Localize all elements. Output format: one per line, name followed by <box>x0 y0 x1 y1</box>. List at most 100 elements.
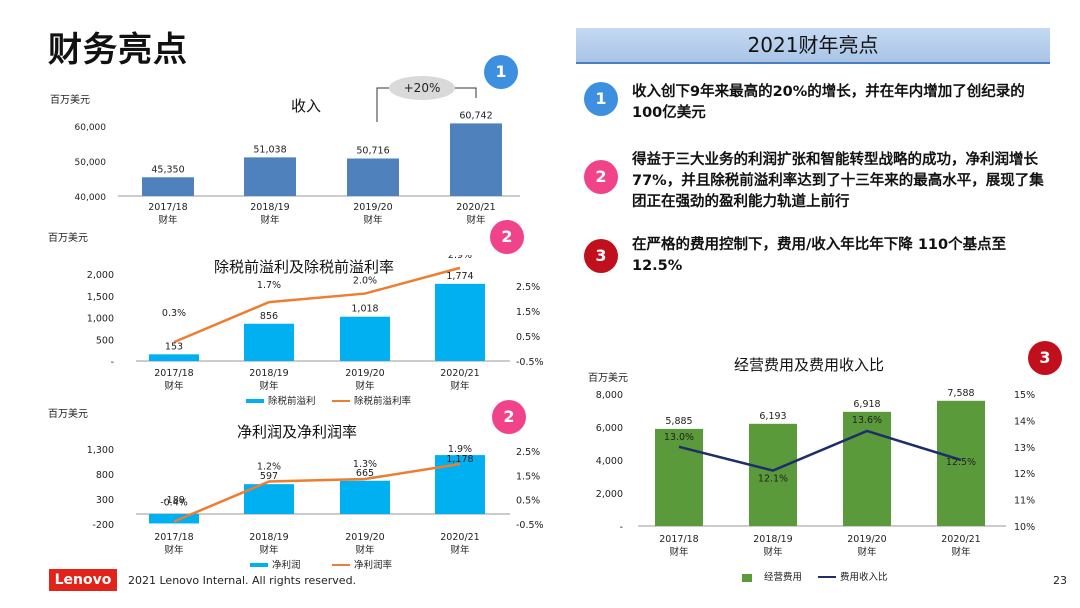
pbt-y2-tick: 0.5% <box>516 332 540 343</box>
pbt-badge: 2 <box>490 220 524 254</box>
opex-line-label: 13.6% <box>852 415 882 426</box>
growth-bracket-right <box>454 87 477 98</box>
pbt-bar-label: 1,774 <box>446 271 473 282</box>
pbt-x-tick: 2020/21 <box>440 368 479 379</box>
opex-badge: 3 <box>1028 341 1062 375</box>
np-badge: 2 <box>492 400 526 434</box>
np-x-tick-sub: 财年 <box>164 544 184 556</box>
np-x-tick-sub: 财年 <box>259 544 279 556</box>
np-y2-tick: 0.5% <box>516 496 540 507</box>
pbt-y-tick: 2,000 <box>87 270 114 281</box>
growth-annotation-text: +20% <box>404 81 441 95</box>
pbt-y-tick: 1,500 <box>87 292 114 303</box>
pbt-bar-label: 1,018 <box>351 304 378 315</box>
np-legend-line-label: 净利润率 <box>354 559 393 571</box>
highlight-item-3: 3 在严格的费用控制下，费用/收入年比年下降 110个基点至12.5% <box>584 235 1044 283</box>
np-y2-tick: 2.5% <box>516 447 540 458</box>
opex-y2-tick: 13% <box>1014 443 1035 454</box>
pbt-line-label: 2.0% <box>353 276 377 287</box>
pbt-line-label: 0.3% <box>162 308 186 319</box>
pbt-chart-title: 除税前溢利及除税前溢利率 <box>214 258 395 276</box>
opex-x-tick-sub: 财年 <box>763 546 783 558</box>
pbt-bar <box>149 354 199 361</box>
revenue-x-tick-sub: 财年 <box>466 214 486 226</box>
highlight-text-2: 得益于三大业务的利润扩张和智能转型战略的成功，净利润增长77%，并且除税前溢利率… <box>632 152 1044 210</box>
pbt-unit-label: 百万美元 <box>48 233 88 244</box>
pbt-bar <box>340 316 390 361</box>
revenue-chart-title: 收入 <box>291 97 322 115</box>
growth-callout <box>389 76 455 100</box>
opex-unit-label: 百万美元 <box>588 373 628 384</box>
revenue-bar <box>142 177 194 196</box>
revenue-bar <box>347 158 399 196</box>
revenue-value-label: 51,038 <box>253 144 286 155</box>
pbt-bar <box>435 283 485 361</box>
revenue-y-tick: 60,000 <box>75 123 107 133</box>
np-y2-tick: -0.5% <box>516 520 544 531</box>
opex-bar-label: 5,885 <box>665 416 692 427</box>
revenue-x-tick: 2018/19 <box>250 202 289 213</box>
np-bar <box>149 514 199 524</box>
pbt-y-tick: - <box>111 357 114 368</box>
pbt-x-tick-sub: 财年 <box>259 380 279 392</box>
opex-y-tick: 6,000 <box>596 423 623 434</box>
opex-bar <box>749 423 797 526</box>
opex-line <box>678 429 962 472</box>
revenue-value-label: 45,350 <box>151 164 184 175</box>
np-bar-label: 597 <box>260 471 278 482</box>
highlight-number-2: 2 <box>584 160 618 194</box>
pbt-line <box>173 266 461 344</box>
pbt-chart: 2,000 1,500 1,000 500 - 2.5% 1.5% 0.5% -0.5% 153 8… <box>87 255 544 407</box>
opex-y-tick: 4,000 <box>596 456 623 467</box>
np-x-tick: 2019/20 <box>345 532 384 543</box>
revenue-bar <box>244 157 296 196</box>
np-x-tick: 2018/19 <box>249 532 288 543</box>
pbt-x-tick-sub: 财年 <box>164 380 184 392</box>
pbt-y2-tick: -0.5% <box>516 357 544 368</box>
np-line-label: 1.3% <box>353 459 377 470</box>
opex-bar-label: 6,193 <box>759 411 786 422</box>
opex-legend-bar-swatch <box>742 574 752 582</box>
revenue-value-label: 60,742 <box>459 110 492 121</box>
np-line-label: 1.9% <box>448 444 472 455</box>
page-number: 23 <box>1053 574 1067 587</box>
opex-x-tick-sub: 财年 <box>857 546 877 558</box>
highlight-item-2: 2 得益于三大业务的利润扩张和智能转型战略的成功，净利润增长77%，并且除税前溢… <box>584 150 1044 216</box>
np-x-tick: 2020/21 <box>440 532 479 543</box>
pbt-x-tick-sub: 财年 <box>355 380 375 392</box>
pbt-line-label: 1.7% <box>257 280 281 291</box>
page-title: 财务亮点 <box>48 30 188 70</box>
pbt-bar-label: 153 <box>165 341 183 352</box>
np-y2-tick: 1.5% <box>516 471 540 482</box>
highlights-header: 2021财年亮点 <box>576 28 1050 64</box>
opex-y2-tick: 12% <box>1014 469 1035 480</box>
opex-x-tick-sub: 财年 <box>669 546 689 558</box>
revenue-x-tick-sub: 财年 <box>158 214 178 226</box>
opex-x-tick: 2018/19 <box>753 534 792 545</box>
pbt-y2-tick: 2.5% <box>516 282 540 293</box>
highlight-text-3: 在严格的费用控制下，费用/收入年比年下降 110个基点至12.5% <box>632 237 1007 274</box>
np-x-tick: 2017/18 <box>154 532 193 543</box>
np-x-tick-sub: 财年 <box>450 544 470 556</box>
np-x-tick-sub: 财年 <box>355 544 375 556</box>
np-line-label: 1.2% <box>257 462 281 473</box>
pbt-y2-tick: 1.5% <box>516 307 540 318</box>
np-bar-label: 1,178 <box>446 454 473 465</box>
np-bar-label: -189 <box>163 495 185 506</box>
opex-line-label: 13.0% <box>664 432 694 443</box>
pbt-x-tick: 2019/20 <box>345 368 384 379</box>
growth-bracket-left <box>376 87 390 122</box>
opex-y-tick: - <box>620 522 623 533</box>
opex-bar <box>937 400 985 526</box>
opex-x-tick: 2017/18 <box>659 534 698 545</box>
opex-x-tick: 2019/20 <box>847 534 886 545</box>
highlight-text-1: 收入创下9年来最高的20%的增长，并在年内增加了创纪录的100亿美元 <box>632 84 1025 121</box>
opex-chart-title: 经营费用及费用收入比 <box>734 356 885 374</box>
copyright-text: 2021 Lenovo Internal. All rights reserve… <box>128 574 357 587</box>
np-unit-label: 百万美元 <box>48 409 88 420</box>
opex-y2-tick: 15% <box>1014 390 1035 401</box>
opex-x-tick: 2020/21 <box>941 534 980 545</box>
revenue-x-tick: 2017/18 <box>148 202 187 213</box>
opex-line-label: 12.5% <box>946 457 976 468</box>
np-y-tick: 300 <box>96 495 114 506</box>
